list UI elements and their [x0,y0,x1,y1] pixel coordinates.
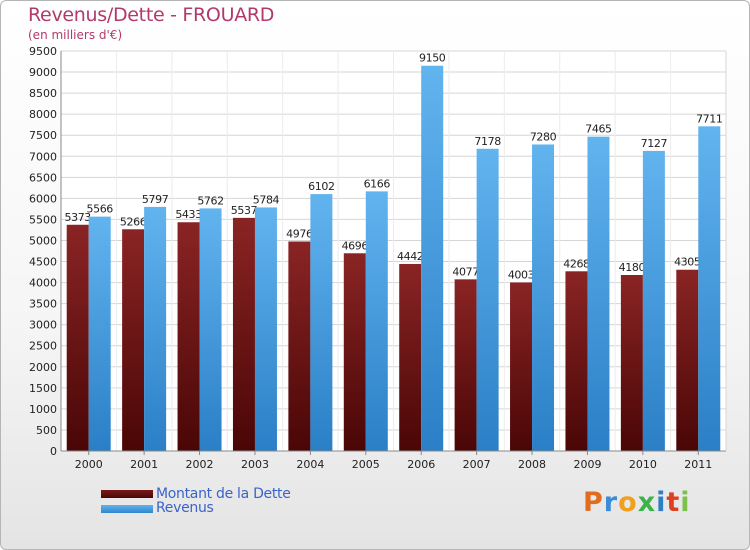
data-label: 6166 [364,177,391,190]
x-tick-label: 2000 [75,458,103,471]
data-label: 7711 [696,112,722,125]
data-label: 5762 [197,194,223,207]
x-tick-label: 2001 [130,458,158,471]
x-tick-label: 2011 [684,458,712,471]
y-tick-label: 4500 [29,256,57,269]
x-tick-label: 2008 [518,458,546,471]
y-tick-label: 3000 [29,319,57,332]
data-label: 5784 [253,193,280,206]
data-label: 4003 [508,268,535,281]
x-tick-label: 2006 [407,458,435,471]
data-label: 4180 [619,261,646,274]
x-tick-label: 2004 [296,458,324,471]
bar-revenus [254,207,277,451]
y-tick-label: 1500 [29,382,57,395]
bar-dette [676,269,699,451]
bar-revenus [144,206,167,451]
y-tick-label: 7500 [29,129,57,142]
bar-dette [66,224,89,451]
y-tick-label: 7000 [29,150,57,163]
bar-revenus [421,65,444,451]
data-label: 5433 [175,208,202,221]
y-tick-label: 500 [36,424,57,437]
y-tick-label: 3500 [29,298,57,311]
data-label: 4077 [452,265,479,278]
bar-revenus [587,136,610,451]
data-label: 7127 [641,137,668,150]
data-label: 9150 [419,52,446,65]
y-tick-label: 9500 [29,45,57,58]
bar-dette [122,229,145,451]
y-tick-label: 8000 [29,108,57,121]
bar-dette [232,217,255,451]
legend-label-revenus: Revenus [156,500,214,516]
bar-dette [454,279,477,451]
y-tick-label: 8500 [29,87,57,100]
bar-revenus [310,194,333,452]
y-tick-label: 6000 [29,192,57,205]
data-label: 4305 [674,256,701,269]
data-label: 5266 [120,215,147,228]
data-label: 4976 [286,227,313,240]
legend-label-dette: Montant de la Dette [156,486,291,502]
x-tick-label: 2003 [241,458,269,471]
bar-revenus [642,150,665,452]
data-label: 4696 [342,239,369,252]
data-label: 4268 [563,257,590,270]
data-label: 5797 [142,193,169,206]
data-label: 7465 [585,123,612,136]
y-tick-label: 0 [50,445,57,458]
bar-revenus [88,216,111,451]
y-tick-label: 5000 [29,234,57,247]
y-tick-label: 5500 [29,213,57,226]
chart-subtitle: (en milliers d'€) [28,28,123,42]
legend-swatch-dette [101,490,153,498]
y-tick-label: 6500 [29,171,57,184]
x-tick-label: 2002 [186,458,214,471]
data-label: 7178 [474,135,501,148]
data-label: 7280 [530,130,557,143]
data-label: 5537 [231,204,258,217]
x-tick-label: 2009 [573,458,601,471]
bar-revenus [365,191,388,451]
x-tick-label: 2010 [629,458,657,471]
proxiti-logo: Proxiti [583,487,691,518]
y-tick-label: 2500 [29,340,57,353]
x-tick-label: 2005 [352,458,380,471]
data-label: 5566 [87,203,114,216]
data-label: 5373 [65,211,92,224]
bar-dette [620,275,643,451]
data-label: 6102 [308,180,334,193]
bar-revenus [199,208,222,451]
bar-revenus [698,126,721,451]
x-tick-label: 2007 [463,458,491,471]
bar-dette [288,241,311,451]
data-label: 4442 [397,250,423,263]
bar-dette [399,263,422,451]
y-tick-label: 9000 [29,66,57,79]
bar-revenus [532,144,555,451]
bar-dette [177,222,200,451]
bar-dette [343,253,366,451]
bar-dette [565,271,588,451]
y-tick-label: 1000 [29,403,57,416]
y-tick-label: 2000 [29,361,57,374]
legend-swatch-revenus [101,505,153,513]
chart-title: Revenus/Dette - FROUARD [28,4,275,26]
y-tick-label: 4000 [29,277,57,290]
bar-revenus [476,148,499,451]
bar-dette [510,282,533,451]
